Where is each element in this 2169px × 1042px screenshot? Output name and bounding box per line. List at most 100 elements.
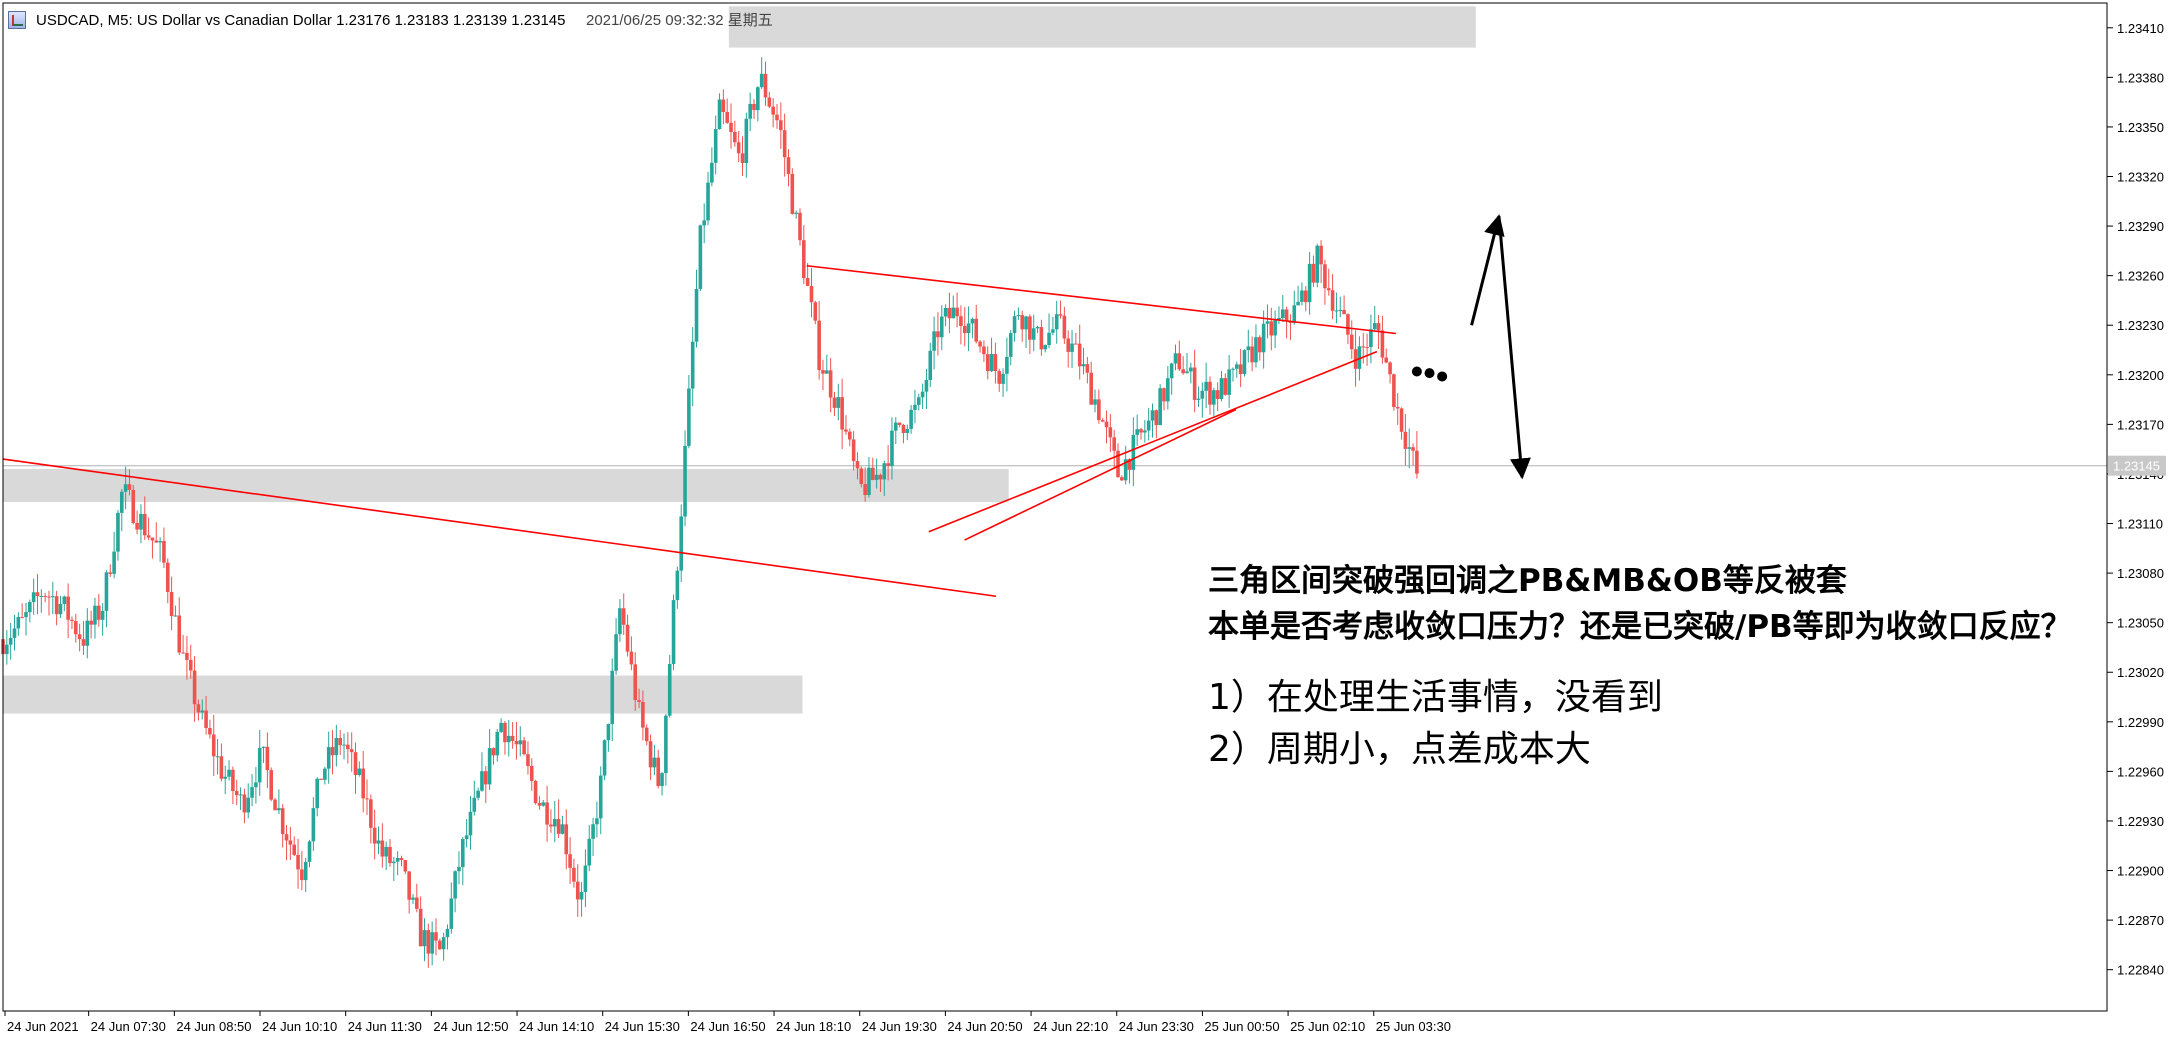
candle-body	[483, 771, 488, 785]
x-tick-label: 24 Jun 11:30	[348, 1019, 422, 1034]
candle-body	[457, 867, 461, 872]
candle	[1089, 361, 1093, 405]
candle	[1380, 315, 1385, 364]
candle-body	[541, 802, 546, 806]
candle-body	[886, 463, 890, 467]
candle-body	[1330, 290, 1335, 311]
candle	[1261, 310, 1266, 369]
candle	[173, 605, 178, 617]
candle	[583, 849, 588, 908]
candle	[211, 714, 216, 777]
candle	[522, 736, 526, 756]
candle	[1043, 344, 1048, 353]
current-price-label: 1.23145	[2113, 459, 2160, 474]
candle-body	[349, 749, 354, 753]
candle-body	[920, 391, 925, 398]
candle	[526, 741, 530, 775]
candle	[694, 269, 699, 348]
candle-body	[855, 461, 860, 469]
candle-body	[108, 572, 113, 574]
candle	[231, 766, 235, 805]
candle-body	[667, 663, 672, 716]
candle	[1307, 252, 1312, 315]
candle-body	[897, 422, 902, 425]
chart-window-icon[interactable]	[8, 11, 26, 29]
candle-body	[326, 747, 331, 769]
candle	[476, 787, 480, 801]
candle-body	[706, 182, 710, 221]
candle-body	[223, 776, 228, 779]
candle-body	[1150, 410, 1155, 421]
candle-body	[288, 840, 293, 845]
candle	[897, 422, 902, 428]
candle-body	[1081, 364, 1086, 367]
candle	[1116, 443, 1120, 478]
candle-body	[664, 715, 668, 774]
candle	[334, 724, 339, 767]
candle-body	[1269, 321, 1274, 336]
candle	[660, 772, 664, 796]
candle	[629, 636, 634, 671]
candle-body	[1131, 434, 1136, 470]
candle-body	[1212, 390, 1216, 405]
candle-body	[1215, 390, 1220, 400]
candle	[947, 292, 952, 334]
candle-body	[292, 844, 297, 855]
candle-body	[1051, 329, 1055, 333]
candle	[572, 858, 576, 888]
candle	[702, 203, 706, 244]
candle	[372, 809, 377, 860]
candle	[1353, 330, 1358, 387]
trend-line-1	[806, 264, 1396, 335]
candle	[721, 89, 726, 125]
candle-body	[418, 908, 423, 947]
candle	[798, 208, 802, 246]
candle	[127, 469, 132, 496]
candle-body	[916, 397, 921, 405]
candle	[300, 851, 304, 891]
candle	[920, 383, 925, 410]
candle-body	[1039, 327, 1044, 350]
candle-body	[637, 699, 641, 702]
candle	[1169, 362, 1174, 395]
candle	[1208, 376, 1212, 415]
candle	[487, 729, 492, 790]
candle	[805, 263, 810, 287]
candle	[1415, 431, 1419, 479]
candle-body	[694, 288, 699, 342]
candle	[1146, 407, 1151, 441]
marker-dot-0	[1411, 366, 1422, 377]
candle-body	[874, 474, 879, 480]
candle-body	[77, 634, 82, 640]
candle	[928, 342, 933, 388]
candle-body	[1192, 367, 1197, 400]
candle	[859, 466, 864, 488]
candle	[380, 823, 385, 868]
candle	[480, 752, 484, 792]
candle-body	[1380, 330, 1385, 358]
candle	[1081, 347, 1086, 375]
candle-body	[1234, 364, 1239, 369]
candle	[1120, 475, 1124, 481]
candle-body	[265, 746, 270, 771]
candle	[468, 796, 473, 850]
candle	[568, 837, 572, 884]
candle-body	[70, 619, 74, 622]
candle	[943, 304, 948, 327]
candle	[1284, 306, 1289, 339]
candle	[54, 590, 59, 626]
candle	[1196, 386, 1201, 407]
candle-body	[1357, 346, 1362, 369]
candle	[1097, 389, 1101, 424]
candle	[165, 558, 170, 604]
candle-body	[119, 491, 124, 513]
candle	[388, 839, 392, 867]
candle	[1311, 255, 1316, 287]
candle	[119, 489, 124, 532]
candle-body	[771, 106, 775, 115]
y-axis: 1.23410 1.23380 1.23350 1.23320 1.23290 1.232…	[2107, 21, 2166, 978]
candle-body	[618, 608, 622, 635]
candle-body	[177, 615, 182, 653]
